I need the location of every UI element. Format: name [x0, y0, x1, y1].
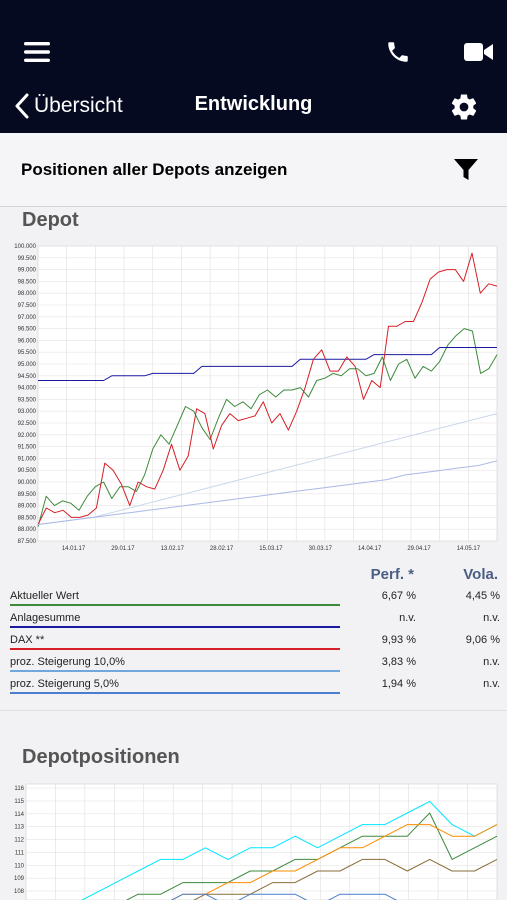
y-tick-label: 96.500 [18, 327, 37, 333]
legend-row: proz. Steigerung 10,0% 3,83 % n.v. [10, 654, 500, 676]
top-navigation-bar [0, 0, 507, 133]
legend-color-line [10, 670, 340, 672]
y-tick-label: 89.000 [18, 504, 37, 510]
page-title: Entwicklung [194, 93, 313, 115]
legend-perf: 3,83 % [381, 656, 416, 668]
perf-column-header: Perf. * [370, 566, 414, 583]
y-tick-label: 93.000 [18, 409, 37, 415]
legend-color-line [10, 648, 340, 650]
legend-perf: 1,94 % [381, 678, 416, 690]
y-tick-label: 92.000 [18, 433, 37, 439]
depot-chart: 100.000 99.500 99.000 98.500 98.000 97.500 97.… [14, 244, 498, 552]
legend-row: proz. Steigerung 5,0% 1,94 % n.v. [10, 676, 500, 698]
y-tick-label: 97.500 [18, 303, 37, 309]
legend-name: Aktueller Wert [10, 590, 79, 602]
legend-row: DAX ** 9,93 % 9,06 % [10, 632, 500, 654]
legend-color-line [10, 626, 340, 628]
phone-icon[interactable] [382, 36, 414, 68]
back-label: Übersicht [34, 94, 123, 117]
series-line [37, 328, 498, 527]
legend-perf: n.v. [399, 612, 416, 624]
legend-vola: 9,06 % [465, 634, 500, 646]
y-tick-label: 114 [14, 812, 24, 818]
series-line [37, 460, 498, 525]
y-tick-label: 98.500 [18, 279, 37, 285]
back-button[interactable]: Übersicht [14, 90, 123, 122]
x-tick-label: 14.04.17 [358, 546, 382, 552]
y-tick-label: 91.500 [18, 445, 37, 451]
x-tick-label: 29.04.17 [407, 546, 431, 552]
y-tick-label: 88.000 [18, 527, 37, 533]
y-tick-label: 98.000 [18, 291, 37, 297]
x-tick-label: 28.02.17 [210, 546, 234, 552]
series-line [81, 800, 498, 900]
x-tick-label: 14.01.17 [62, 546, 86, 552]
legend-vola: n.v. [483, 656, 500, 668]
y-tick-label: 112 [14, 838, 24, 844]
filter-funnel-icon[interactable] [450, 155, 482, 185]
series-line [38, 347, 497, 381]
series-line [170, 893, 398, 900]
vola-column-header: Vola. [463, 566, 498, 583]
x-tick-label: 30.03.17 [309, 546, 333, 552]
y-tick-label: 92.500 [18, 421, 37, 427]
section-divider [0, 710, 507, 711]
y-tick-label: 88.500 [18, 515, 37, 521]
y-tick-label: 94.500 [18, 374, 37, 380]
y-tick-label: 96.000 [18, 338, 37, 344]
video-camera-icon[interactable] [462, 38, 496, 66]
positions-section-title: Depotpositionen [22, 746, 180, 768]
legend-name: Anlagesumme [10, 612, 81, 624]
legend-perf: 9,93 % [381, 634, 416, 646]
y-tick-label: 100.000 [14, 244, 36, 250]
hamburger-menu-icon[interactable] [22, 38, 52, 66]
y-tick-label: 93.500 [18, 397, 37, 403]
y-tick-label: 111 [15, 850, 25, 856]
y-tick-label: 95.000 [18, 362, 37, 368]
filter-label: Positionen aller Depots anzeigen [21, 160, 288, 179]
legend-row: Anlagesumme n.v. n.v. [10, 610, 500, 632]
y-tick-label: 89.500 [18, 492, 37, 498]
legend-row: Aktueller Wert 6,67 % 4,45 % [10, 588, 500, 610]
y-tick-label: 108 [14, 889, 25, 895]
y-tick-label: 87.500 [18, 539, 37, 545]
legend-perf: 6,67 % [381, 590, 416, 602]
x-tick-label: 15.03.17 [259, 546, 283, 552]
legend-color-line [10, 604, 340, 606]
x-tick-label: 29.01.17 [111, 546, 135, 552]
legend-name: proz. Steigerung 5,0% [10, 678, 119, 690]
x-tick-label: 14.05.17 [457, 546, 481, 552]
positions-chart: 116115114113112111110109108107 [14, 783, 498, 900]
series-line [170, 824, 498, 900]
y-tick-label: 95.500 [18, 350, 37, 356]
y-tick-label: 113 [14, 825, 24, 831]
y-tick-label: 91.000 [18, 456, 37, 462]
y-tick-label: 99.500 [18, 256, 37, 262]
legend-name: DAX ** [10, 634, 45, 646]
legend-vola: n.v. [483, 678, 500, 690]
y-tick-label: 115 [14, 799, 24, 805]
depot-section-title: Depot [22, 209, 79, 231]
legend-color-line [10, 692, 340, 694]
gear-icon[interactable] [446, 90, 482, 124]
y-tick-label: 97.000 [18, 315, 37, 321]
y-tick-label: 116 [14, 786, 24, 792]
legend-name: proz. Steigerung 10,0% [10, 656, 125, 668]
legend-vola: n.v. [483, 612, 500, 624]
filter-bar[interactable] [0, 133, 507, 207]
y-tick-label: 90.000 [18, 480, 37, 486]
chevron-left-icon [15, 93, 29, 119]
legend-vola: 4,45 % [465, 590, 500, 602]
y-tick-label: 109 [14, 876, 25, 882]
series-line [193, 858, 498, 900]
y-tick-label: 110 [14, 863, 24, 869]
y-tick-label: 99.000 [18, 268, 37, 274]
y-tick-label: 94.000 [18, 386, 37, 392]
series-line [37, 413, 498, 525]
x-tick-label: 13.02.17 [161, 546, 185, 552]
y-tick-label: 90.500 [18, 468, 37, 474]
series-line [37, 252, 498, 525]
